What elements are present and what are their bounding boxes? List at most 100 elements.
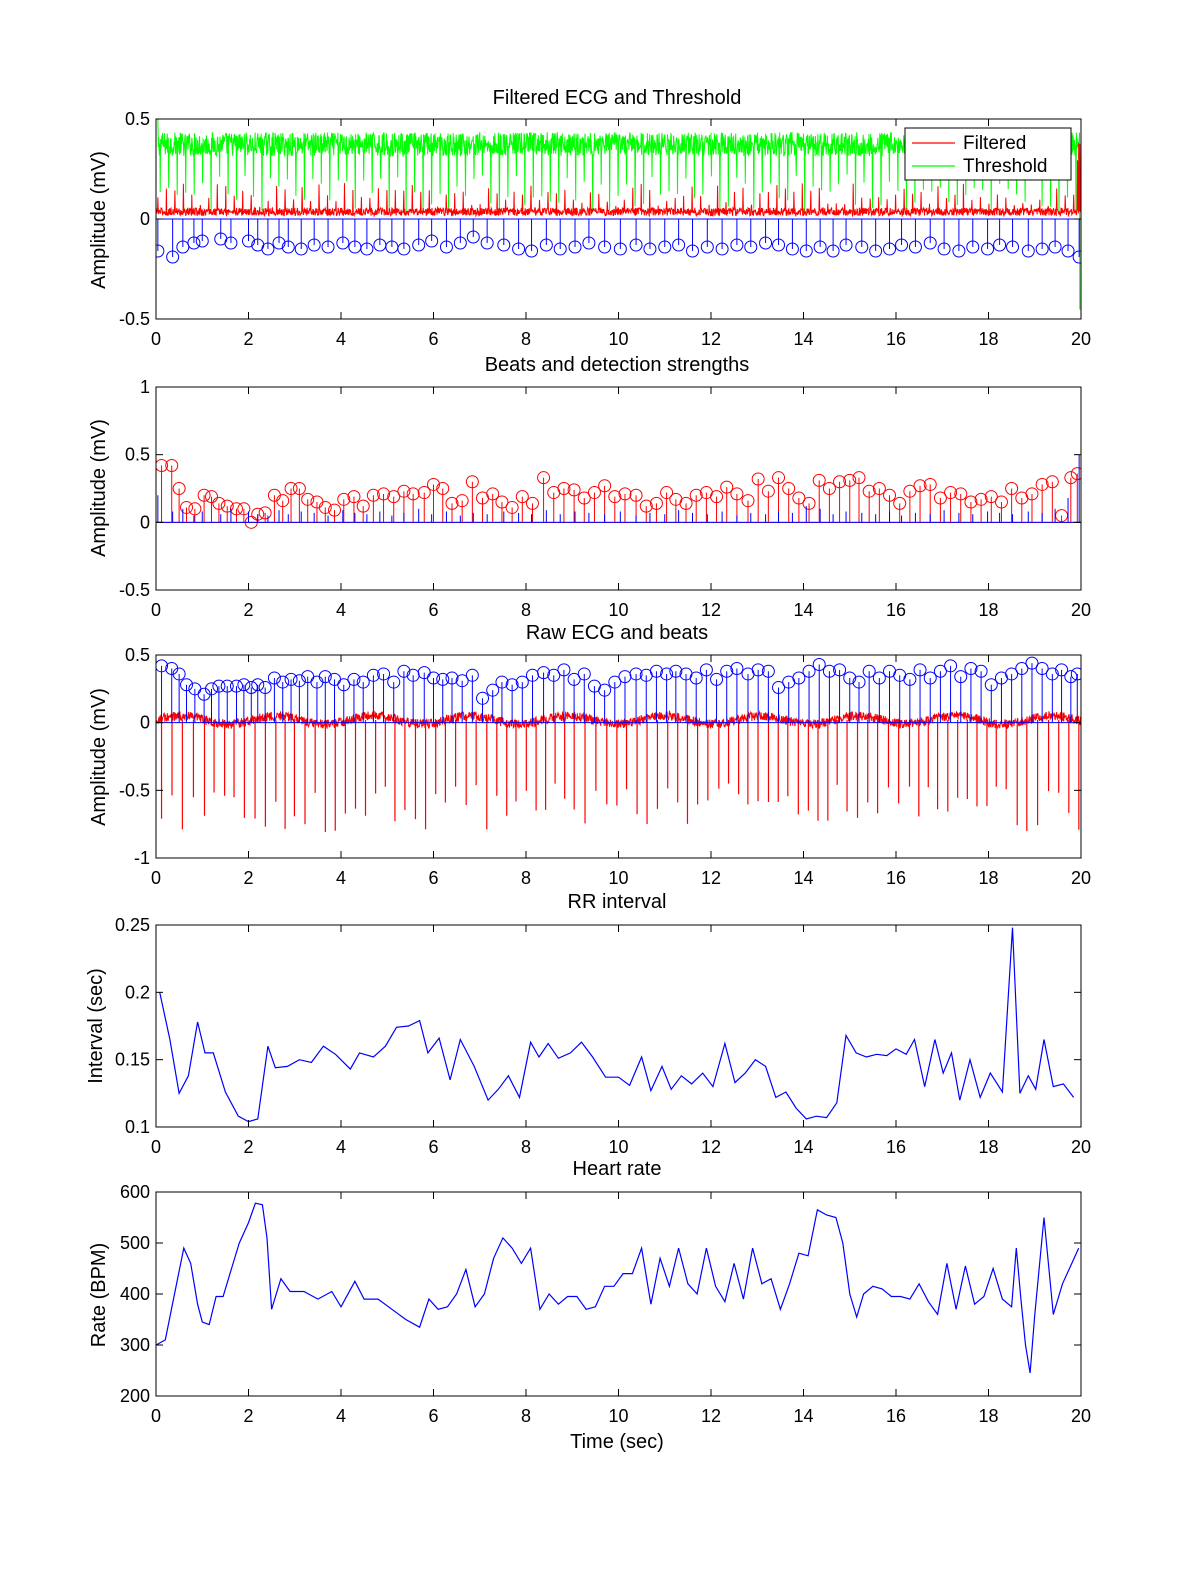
x-tick-label: 10 (608, 1406, 628, 1426)
stem-marker (812, 473, 826, 487)
stem-marker (741, 494, 755, 508)
y-tick-label: 0.25 (115, 915, 150, 935)
stem-marker (981, 242, 995, 256)
stem-marker (512, 242, 526, 256)
stem-marker (923, 671, 937, 685)
stem-marker (272, 236, 286, 250)
stem-marker (812, 657, 826, 671)
x-tick-label: 12 (701, 868, 721, 888)
stem-marker (1045, 475, 1059, 489)
x-tick-label: 6 (428, 868, 438, 888)
x-tick-label: 0 (151, 868, 161, 888)
stem-marker (883, 242, 897, 256)
stem-marker (328, 503, 342, 517)
panel-3-plot-area (156, 656, 1081, 833)
stem-marker (486, 487, 500, 501)
stem-marker (553, 242, 567, 256)
stem-marker (497, 238, 511, 252)
stem-marker (356, 499, 370, 513)
series-trace (156, 143, 1081, 218)
stem-marker (366, 488, 380, 502)
x-tick-label: 20 (1071, 600, 1091, 620)
stem-marker (608, 490, 622, 504)
stem-marker (903, 484, 917, 498)
stem-marker (913, 479, 927, 493)
stem-marker (1021, 244, 1035, 258)
x-tick-label: 16 (886, 329, 906, 349)
series-trace (156, 709, 1081, 730)
stem-marker (984, 490, 998, 504)
panel-5-tick-layer: 0 2 4 6 8 10 12 14 16 18 20 200 300 400 500 600 (120, 1182, 1091, 1426)
y-tick-label: -1 (134, 848, 150, 868)
x-tick-label: 8 (521, 329, 531, 349)
stem-marker (964, 662, 978, 676)
stem-marker (618, 487, 632, 501)
stem-marker (258, 506, 272, 520)
stem-marker (974, 492, 988, 506)
stem-marker (1035, 242, 1049, 256)
stem-marker (761, 484, 775, 498)
stem-marker (772, 238, 786, 252)
stem-marker (839, 238, 853, 252)
legend-threshold-label: Threshold (963, 156, 1048, 177)
stem-marker (224, 236, 238, 250)
x-tick-label: 10 (608, 1137, 628, 1157)
stem-marker (267, 671, 281, 685)
panel-1-legend: Filtered Threshold (904, 127, 1072, 181)
panel-raw-ecg: Raw ECG and beats Amplitude (mV) 0 2 4 6 8 10… (88, 622, 1091, 888)
legend-filtered-label: Filtered (963, 133, 1026, 154)
stem-marker (377, 667, 391, 681)
stem-marker (466, 230, 480, 244)
stem-marker (539, 238, 553, 252)
stem-marker (412, 238, 426, 252)
stem-marker (598, 479, 612, 493)
stem-marker (944, 659, 958, 673)
stem-marker (172, 482, 186, 495)
stem-marker (792, 491, 806, 505)
panel-4-tick-layer: 0 2 4 6 8 10 12 14 16 18 20 0.1 0.15 0.2 0.25 (115, 915, 1091, 1157)
y-tick-label: 0.1 (125, 1117, 150, 1137)
stem-marker (455, 674, 469, 688)
stem-marker (913, 663, 927, 677)
series-heart-rate (156, 1202, 1080, 1374)
stem-marker (700, 240, 714, 254)
stem-marker (557, 663, 571, 677)
x-tick-label: 4 (336, 868, 346, 888)
y-tick-label: 0.5 (125, 645, 150, 665)
x-tick-label: 6 (428, 1406, 438, 1426)
stem-marker (453, 236, 467, 250)
stem-marker (292, 674, 306, 688)
x-tick-label: 14 (793, 329, 813, 349)
y-tick-label: 0.2 (125, 982, 150, 1002)
stem-marker (852, 471, 866, 485)
stem-marker (908, 240, 922, 254)
stem-marker (944, 486, 958, 500)
panel-4-axes-box (155, 924, 1082, 1128)
stem-marker (366, 668, 380, 682)
x-tick-label: 16 (886, 1137, 906, 1157)
stem-marker (276, 675, 290, 689)
panel-2-plot-area (156, 454, 1081, 529)
x-tick-label: 20 (1071, 1137, 1091, 1157)
stem-marker (855, 240, 869, 254)
stem-marker (843, 473, 857, 487)
stem-marker (954, 670, 968, 684)
stem-marker (933, 491, 947, 505)
stem-marker (822, 482, 836, 495)
stem-marker (822, 664, 836, 678)
y-tick-label: -0.5 (119, 780, 150, 800)
stem-marker (720, 664, 734, 678)
stem-marker (761, 664, 775, 678)
stem-marker (567, 672, 581, 686)
panel-5-series-layer (156, 1202, 1080, 1374)
y-tick-label: 0.5 (125, 109, 150, 129)
legend-box (904, 127, 1072, 181)
y-tick-label: 0 (140, 713, 150, 733)
stem-marker (1061, 244, 1075, 258)
stem-marker (425, 234, 439, 248)
stem-marker (284, 482, 298, 495)
panel-3-title: Raw ECG and beats (526, 622, 708, 644)
panel-5-axes-box (155, 1191, 1082, 1397)
panel-2-ylabel: Amplitude (mV) (88, 419, 110, 557)
stem-marker (862, 664, 876, 678)
